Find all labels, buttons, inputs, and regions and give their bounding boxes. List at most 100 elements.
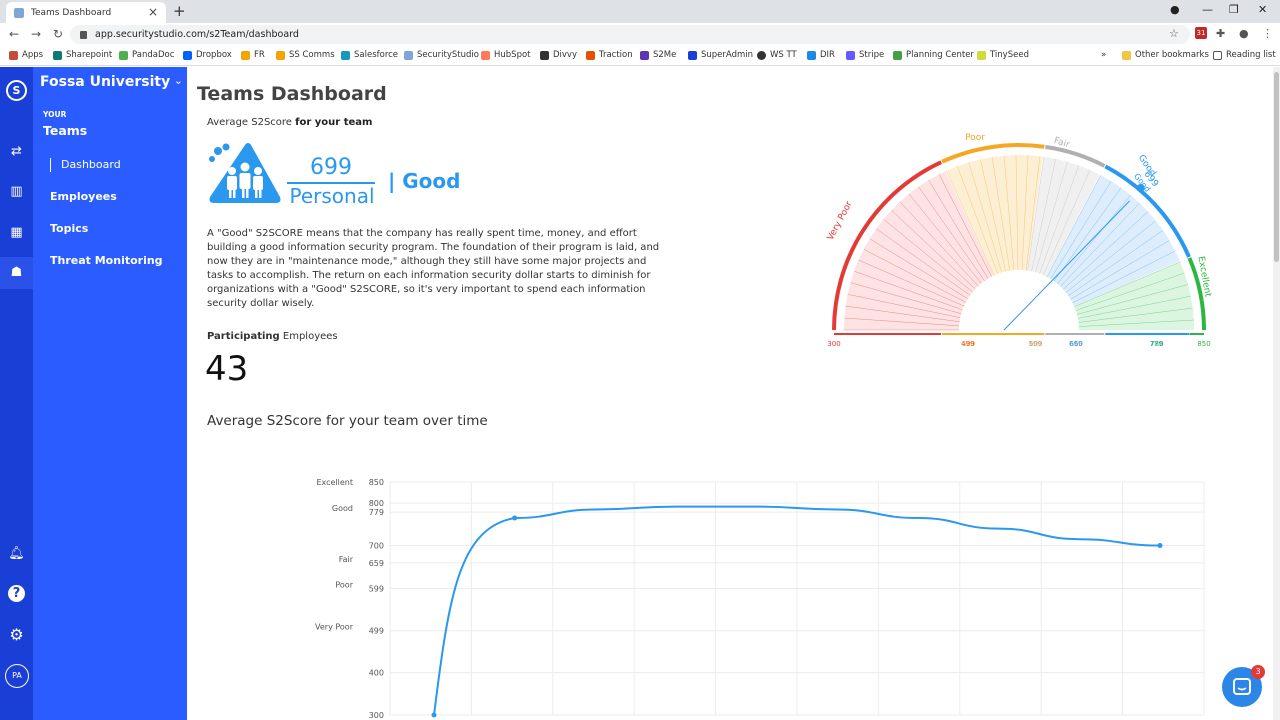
browser-tab[interactable]: Teams Dashboard ×: [6, 2, 166, 23]
main-content: Teams Dashboard Average S2Score for your…: [187, 67, 1280, 720]
participating-label: Participating Employees: [207, 331, 338, 342]
gauge-tick-line: [858, 259, 965, 307]
chart-data-point: [431, 712, 437, 718]
tab-favicon-icon: [14, 7, 24, 18]
sidebar-item-topics[interactable]: Topics: [50, 222, 89, 235]
gauge-tick-line: [847, 294, 961, 318]
score-category: Personal: [289, 184, 375, 208]
sidebar-item-threat-monitoring[interactable]: Threat Monitoring: [50, 254, 163, 267]
bookmark-superadmin[interactable]: SuperAdmin: [688, 50, 753, 60]
sidebar: Fossa University ⌄ YOUR Teams Dashboard …: [33, 67, 187, 720]
gauge-band-arc: [941, 143, 1045, 164]
address-bar-row: ← → ↻ app.securitystudio.com/s2Team/dash…: [0, 23, 1280, 46]
help-icon[interactable]: ?: [8, 585, 25, 602]
close-icon[interactable]: ×: [147, 5, 158, 19]
gauge-tick-line: [876, 228, 971, 296]
gauge-tick-line: [1063, 211, 1149, 290]
lock-icon: [80, 30, 87, 39]
gauge-band-fill: [946, 155, 1043, 276]
gauge-scale-tick: 780: [1150, 340, 1163, 348]
bookmarks-overflow-icon[interactable]: »: [1101, 50, 1107, 60]
gear-icon[interactable]: ⚙: [9, 625, 24, 644]
reload-icon[interactable]: ↻: [53, 27, 64, 41]
chart-title: Average S2Score for your team over time: [207, 413, 488, 429]
bookmark-divvy[interactable]: Divvy: [540, 50, 577, 60]
window-close-icon[interactable]: ✕: [1258, 3, 1268, 16]
gauge-tick-line: [844, 317, 960, 327]
gauge-tick-line: [1057, 195, 1131, 284]
other-bookmarks[interactable]: Other bookmarks: [1122, 50, 1209, 60]
star-icon[interactable]: ☆: [1169, 27, 1179, 40]
gauge-tick-line: [928, 180, 989, 279]
gauge-tick-line: [1068, 230, 1164, 297]
bookmark-tinyseed[interactable]: TinySeed: [977, 50, 1029, 60]
chart-y-tick-label: 779: [369, 508, 384, 517]
org-name[interactable]: Fossa University: [40, 74, 171, 90]
scrollbar-thumb[interactable]: [1274, 72, 1279, 262]
building-icon[interactable]: ▥: [10, 184, 23, 199]
gauge-band-fill: [1074, 261, 1194, 330]
score-description: A "Good" S2SCORE means that the company …: [207, 228, 660, 309]
bookmark-fr[interactable]: FR: [241, 50, 265, 60]
sidebar-item-dashboard[interactable]: Dashboard: [50, 158, 121, 172]
chevron-down-icon[interactable]: ⌄: [173, 74, 183, 87]
bookmark-salesforce[interactable]: Salesforce: [341, 50, 398, 60]
bookmark-ws-tt[interactable]: WS TT: [757, 50, 797, 60]
gauge-tick-line: [1060, 202, 1140, 287]
new-tab-icon[interactable]: +: [173, 2, 186, 20]
chart-y-category-label: Poor: [335, 580, 353, 589]
sidebar-item-employees[interactable]: Employees: [50, 190, 117, 203]
gauge-scale-tick: 300: [827, 340, 840, 348]
gauge-needle-marker: [1136, 183, 1145, 192]
gauge-tick-line: [1021, 155, 1029, 271]
gauge-band-label: Fair: [1052, 136, 1071, 151]
handshake-icon[interactable]: ⇄: [11, 144, 22, 159]
page-scrollbar[interactable]: [1273, 67, 1280, 720]
avatar[interactable]: PA: [5, 664, 29, 688]
app-logo-icon[interactable]: S: [6, 80, 27, 101]
gauge-tick-line: [1031, 158, 1056, 272]
gauge-tick-line: [1025, 156, 1041, 271]
bookmark-sharepoint[interactable]: Sharepoint: [53, 50, 112, 60]
gauge-tick-line: [1003, 155, 1015, 271]
chart-y-tick-label: 599: [369, 584, 384, 593]
gauge-tick-line: [1075, 272, 1185, 311]
bookmark-traction[interactable]: Traction: [586, 50, 633, 60]
back-icon[interactable]: ←: [9, 27, 20, 41]
bookmark-pandadoc[interactable]: PandaDoc: [119, 50, 174, 60]
url-field[interactable]: app.securitystudio.com/s2Team/dashboard: [70, 25, 1190, 44]
team-icon[interactable]: ☗: [10, 265, 23, 280]
kebab-menu-icon[interactable]: ⋮: [1262, 27, 1273, 40]
puzzle-icon[interactable]: ✚: [1216, 27, 1226, 40]
bookmark-planning-center[interactable]: Planning Center: [893, 50, 974, 60]
reading-list[interactable]: Reading list: [1213, 50, 1276, 60]
bookmark-dir[interactable]: DIR: [807, 50, 835, 60]
network-alert-icon[interactable]: ▦: [10, 225, 23, 240]
bookmark-s2me[interactable]: S2Me: [640, 50, 676, 60]
gauge-tick-line: [1015, 155, 1019, 271]
gauge-scale-tick: 660: [1069, 340, 1082, 348]
gauge-tick-line: [1074, 261, 1181, 307]
profile-menu-icon[interactable]: ●: [1170, 3, 1180, 16]
extension-icon[interactable]: 31: [1195, 27, 1207, 39]
bookmark-ss-comms[interactable]: SS Comms: [276, 50, 335, 60]
minimize-icon[interactable]: —: [1202, 3, 1213, 16]
browser-tab-bar: Teams Dashboard × + ● — ❐ ✕: [0, 0, 1280, 23]
bookmark-stripe[interactable]: Stripe: [846, 50, 884, 60]
forward-icon[interactable]: →: [31, 27, 42, 41]
participating-count: 43: [205, 349, 249, 389]
bookmark-dropbox[interactable]: Dropbox: [183, 50, 232, 60]
account-icon[interactable]: ●: [1239, 27, 1249, 40]
gauge-band-arc: [1104, 164, 1191, 258]
gauge-scale-tick: 850: [1197, 340, 1210, 348]
bookmark-hubspot[interactable]: HubSpot: [481, 50, 531, 60]
bell-icon[interactable]: 🔔︎: [8, 546, 25, 561]
restore-icon[interactable]: ❐: [1229, 3, 1239, 16]
gauge-scale-tick: 600: [1029, 340, 1042, 348]
gauge-band-arc: [1187, 257, 1206, 331]
gauge-tick-line: [891, 210, 976, 290]
bookmark-securitystudio[interactable]: SecurityStudio: [404, 50, 479, 60]
tab-title: Teams Dashboard: [31, 7, 112, 18]
bookmark-apps[interactable]: Apps: [9, 50, 43, 60]
